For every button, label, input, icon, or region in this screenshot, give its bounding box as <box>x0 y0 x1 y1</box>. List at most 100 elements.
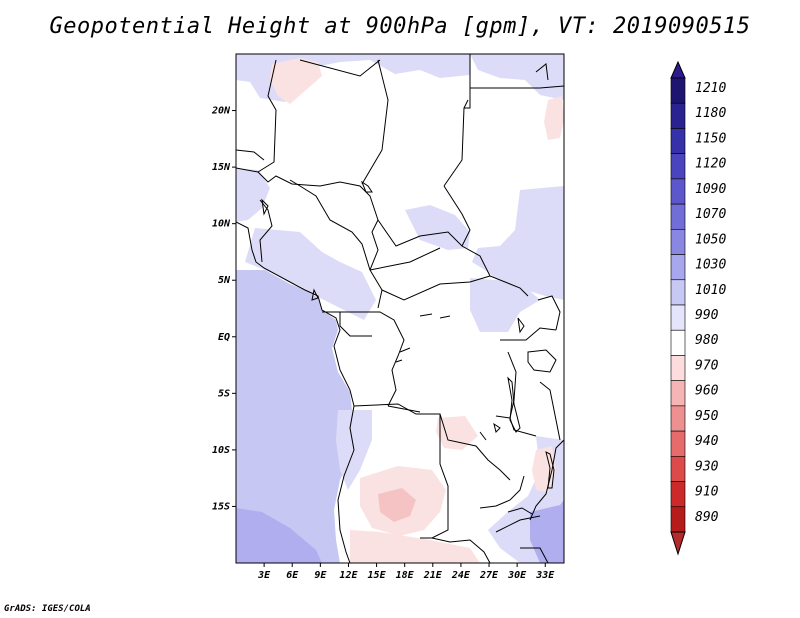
colorbar-label: 1070 <box>695 207 726 222</box>
border <box>289 179 371 271</box>
lake-albert <box>517 317 525 334</box>
colorbar-label: 910 <box>695 485 719 500</box>
colorbar-segment <box>670 153 686 180</box>
boundaries <box>236 54 564 563</box>
colorbar-segment <box>670 355 686 381</box>
lon-tick-label: 12E <box>339 570 358 581</box>
colorbar-label: 980 <box>695 333 719 348</box>
central-shading <box>470 278 540 332</box>
lon-tick-label: 21E <box>423 570 443 581</box>
colorbar-label: 940 <box>695 434 719 449</box>
colorbar-label: 1210 <box>695 81 726 96</box>
border <box>520 547 549 563</box>
colorbar: 1210 1180 1150 1120 1090 1070 1050 1030 1010 990 9… <box>670 60 726 556</box>
border <box>236 167 379 221</box>
lat-tick-label: EQ <box>218 332 230 343</box>
colorbar-segment <box>670 77 686 104</box>
lon-tick-label: 27E <box>479 570 499 581</box>
colorbar-label: 890 <box>695 510 719 525</box>
lon-tick-label: 15E <box>368 570 387 581</box>
lat-tick-label: 10N <box>212 219 231 230</box>
latitude-axis: 20N 15N 10N 5N EQ 5S 10S 15S <box>211 106 236 512</box>
colorbar-segment <box>670 430 686 457</box>
border <box>537 295 561 331</box>
congo-pink <box>436 416 478 450</box>
colorbar-segment <box>670 405 686 432</box>
lake-kariba <box>507 507 533 515</box>
colorbar-bottom-arrow <box>670 531 686 556</box>
lat-tick-label: 15S <box>212 501 230 512</box>
border <box>236 149 265 161</box>
lake-chad <box>360 180 373 193</box>
border <box>464 54 471 109</box>
lake-tanganyika <box>507 376 521 433</box>
border <box>361 59 389 185</box>
lat-tick-label: 5N <box>218 275 231 286</box>
software-credit: GrADS: IGES/COLA <box>4 604 91 614</box>
lat-tick-label: 15N <box>212 162 231 173</box>
border <box>369 247 441 271</box>
east-shading <box>472 186 564 300</box>
longitude-axis: 3E 6E 9E 12E 15E 18E 21E 24E 27E 30E 33E <box>257 563 555 581</box>
map-title: Geopotential Height at 900hPa [gpm], VT:… <box>49 14 751 39</box>
lake-mweru <box>493 422 501 433</box>
border <box>339 312 372 337</box>
border <box>259 199 273 263</box>
colorbar-segment <box>670 304 686 331</box>
lake-malawi <box>545 451 555 489</box>
island <box>311 288 319 301</box>
border <box>495 515 541 533</box>
chad-shading <box>405 205 470 250</box>
colorbar-label: 1150 <box>695 131 726 146</box>
border <box>443 185 471 247</box>
colorbar-top-arrow <box>670 60 686 79</box>
colorbar-label: 1090 <box>695 182 726 197</box>
angola-pink-core <box>378 488 416 522</box>
deep-southeast-shading <box>530 500 564 563</box>
northeast-pink <box>544 96 564 140</box>
lat-tick-label: 10S <box>212 445 230 456</box>
lat-tick-label: 5S <box>218 388 230 399</box>
border <box>443 99 469 187</box>
border <box>539 381 561 441</box>
border <box>353 403 511 481</box>
ocean-shading <box>236 270 352 563</box>
lake-volta <box>261 198 269 216</box>
border <box>381 275 491 301</box>
colorbar-segment <box>670 456 686 482</box>
map-frame <box>235 53 565 564</box>
colorbar-segment <box>670 229 686 255</box>
colorbar-label: 930 <box>695 459 719 474</box>
colorbar-label: 1180 <box>695 106 726 121</box>
colorbar-segment <box>670 329 686 356</box>
colorbar-segment <box>670 279 686 306</box>
colorbar-segment <box>670 506 686 533</box>
colorbar-segment <box>670 128 686 154</box>
map-panel <box>236 54 564 563</box>
border <box>322 311 405 407</box>
border <box>431 537 491 563</box>
sinai-coast <box>535 63 549 81</box>
colorbar-label: 960 <box>695 384 719 399</box>
colorbar-label: 950 <box>695 409 719 424</box>
sahara-pink <box>270 58 322 104</box>
border <box>299 59 381 77</box>
coastline-west <box>236 221 355 563</box>
colorbar-segment <box>670 481 686 508</box>
border <box>495 415 511 419</box>
colorbar-segment <box>670 178 686 205</box>
colorbar-label: 1010 <box>695 283 726 298</box>
border <box>420 414 449 539</box>
colorbar-label: 990 <box>695 308 719 323</box>
border <box>500 327 557 341</box>
colorbar-label: 1120 <box>695 157 726 172</box>
lon-tick-label: 9E <box>314 570 327 581</box>
west-shading <box>236 168 270 222</box>
colorbar-segment <box>670 380 686 407</box>
lake-victoria <box>527 349 557 373</box>
lon-tick-label: 30E <box>507 570 527 581</box>
colorbar-segment <box>670 254 686 281</box>
lon-tick-label: 24E <box>451 570 471 581</box>
colorbar-segment <box>670 102 686 129</box>
